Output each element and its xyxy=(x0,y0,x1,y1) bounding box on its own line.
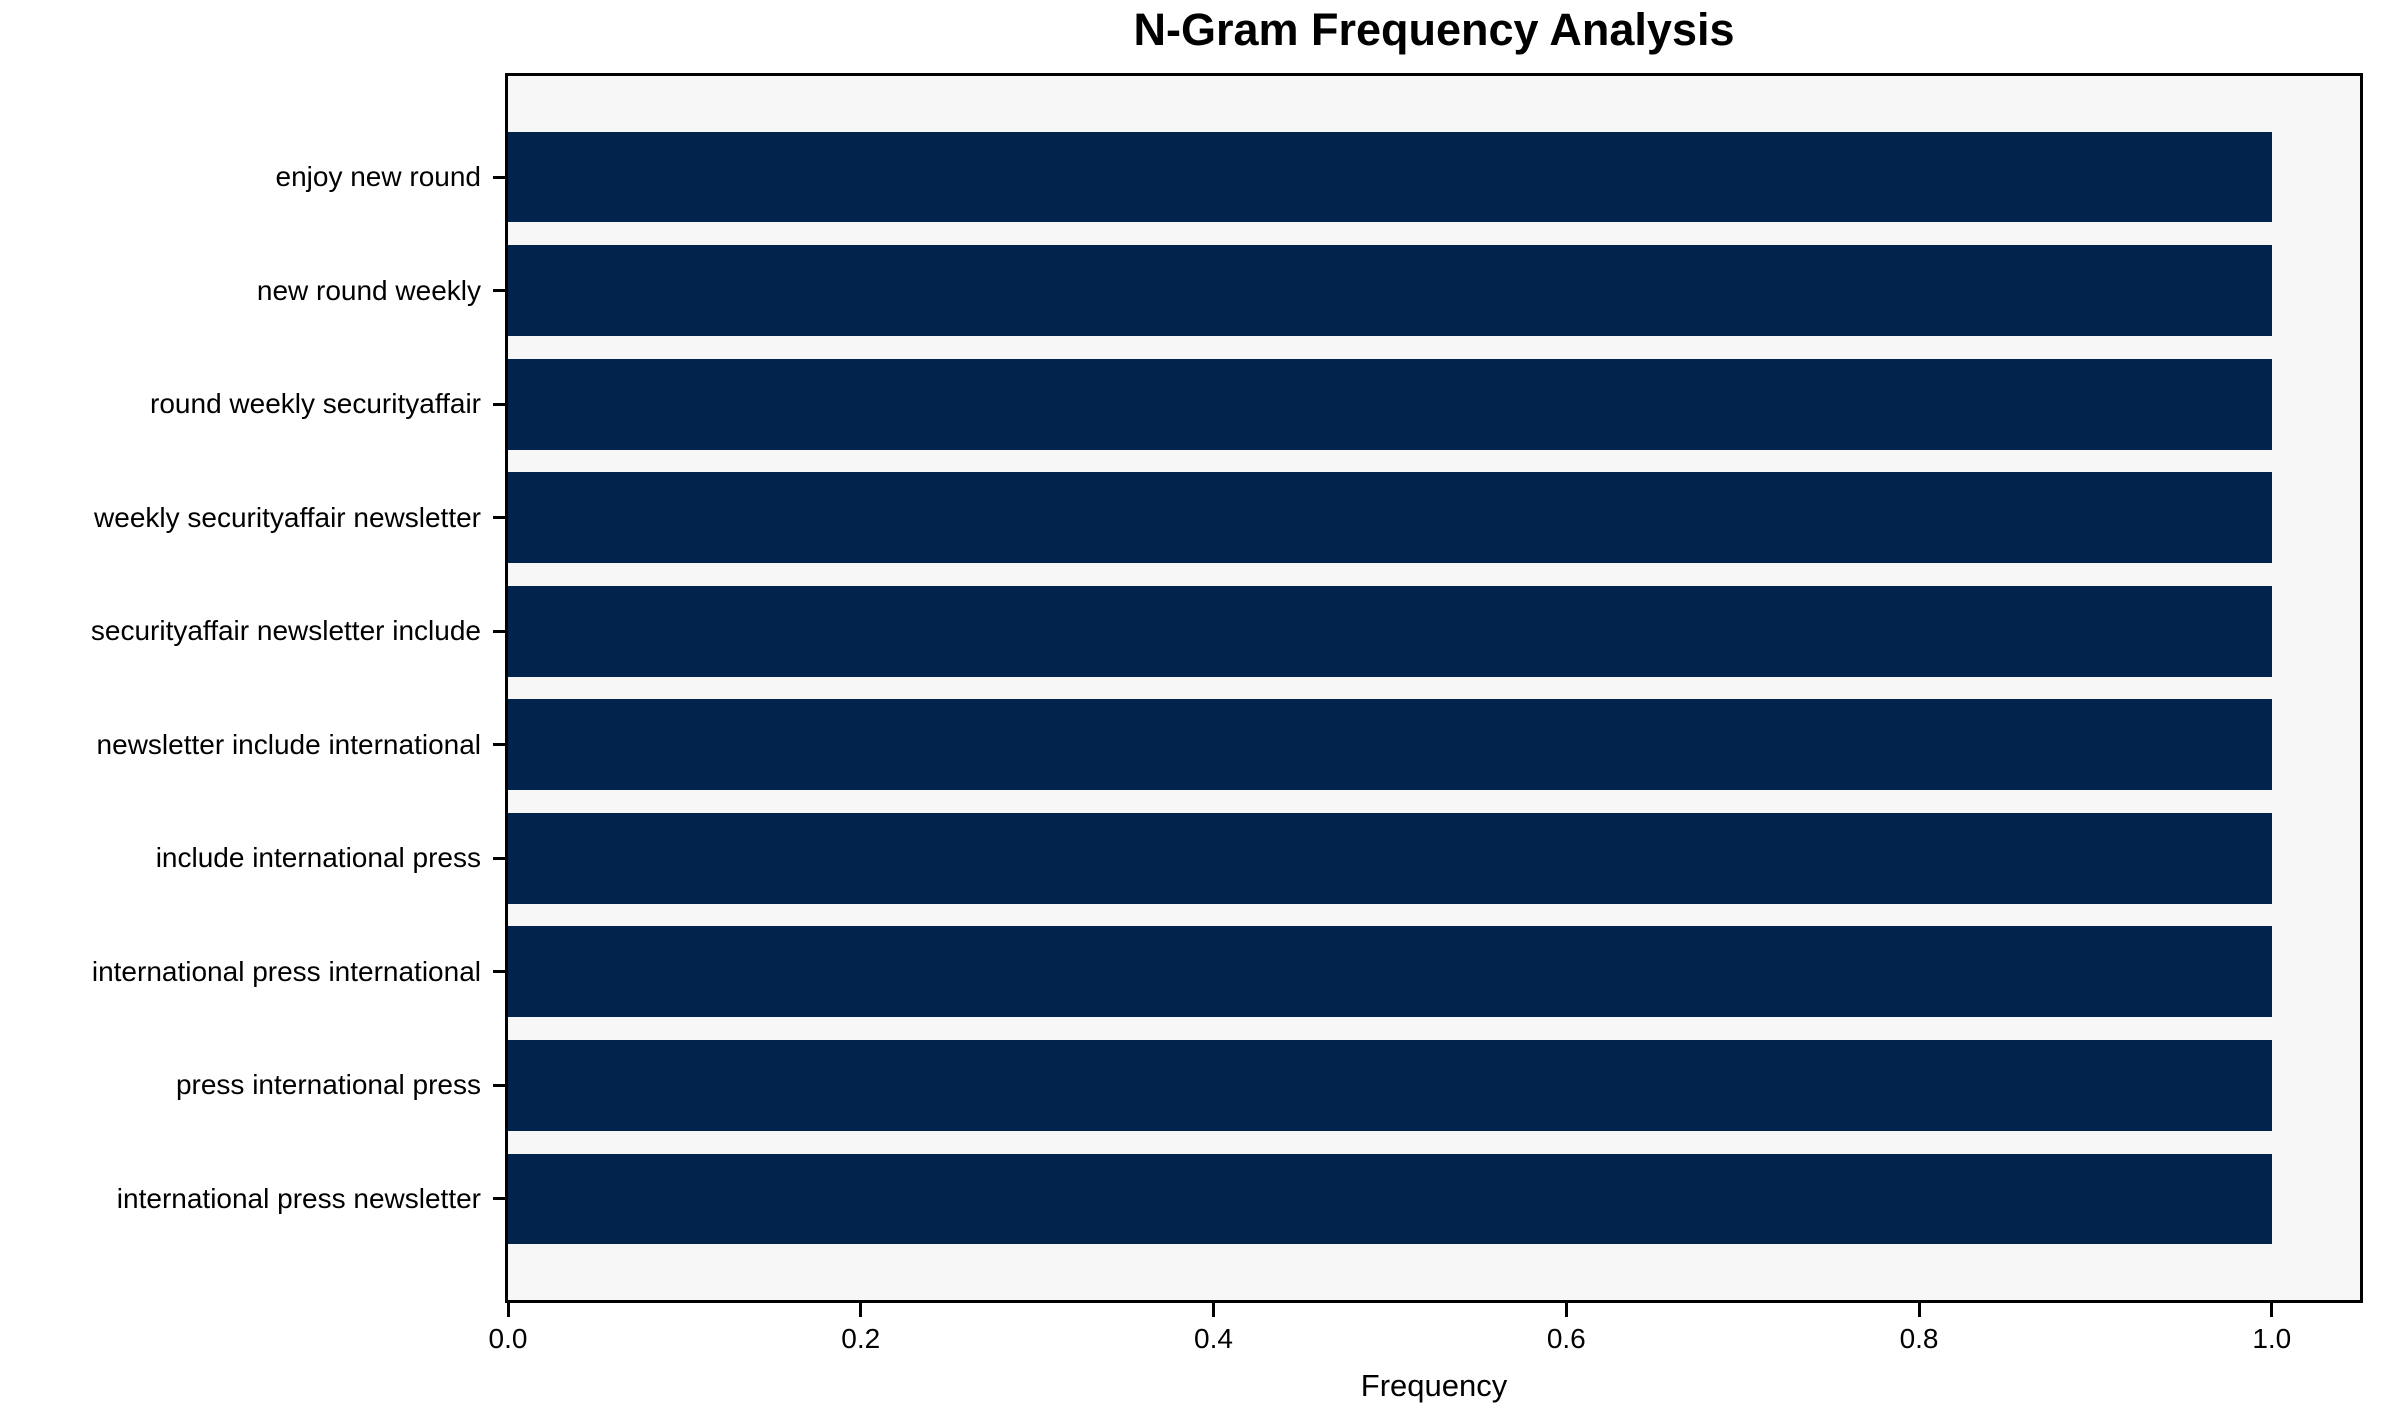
y-tick-mark xyxy=(493,175,505,179)
y-tick-mark xyxy=(493,629,505,633)
bar xyxy=(508,358,2272,450)
x-tick-mark xyxy=(1917,1303,1921,1317)
y-tick-mark xyxy=(493,1197,505,1201)
y-tick-label: round weekly securityaffair xyxy=(150,388,481,420)
y-tick-label: press international press xyxy=(175,1069,481,1101)
y-tick-label: new round weekly xyxy=(256,274,481,306)
y-tick-mark xyxy=(493,970,505,974)
y-tick-label: international press newsletter xyxy=(116,1182,481,1214)
y-tick-label: weekly securityaffair newsletter xyxy=(94,501,481,533)
x-tick-mark xyxy=(1212,1303,1216,1317)
y-tick-label: international press international xyxy=(91,955,481,987)
bar xyxy=(508,812,2272,904)
plot-area xyxy=(505,73,2363,1303)
x-tick-mark xyxy=(859,1303,863,1317)
y-tick-mark xyxy=(493,289,505,293)
x-tick-label: 0.4 xyxy=(1194,1323,1233,1354)
bar xyxy=(508,472,2272,564)
y-tick-label: enjoy new round xyxy=(275,161,481,193)
x-tick-label: 1.0 xyxy=(2252,1323,2292,1354)
x-axis-label: Frequency xyxy=(1360,1368,1508,1403)
bar xyxy=(508,1153,2272,1245)
x-tick-mark xyxy=(506,1303,510,1317)
bar xyxy=(508,1039,2272,1131)
x-tick-mark xyxy=(2270,1303,2274,1317)
bar xyxy=(508,245,2272,336)
y-tick-label: securityaffair newsletter include xyxy=(90,615,481,647)
bar xyxy=(508,699,2272,791)
x-tick-mark xyxy=(1564,1303,1568,1317)
y-tick-mark xyxy=(493,402,505,406)
bar xyxy=(508,585,2272,677)
y-tick-mark xyxy=(493,856,505,860)
x-tick-label: 0.8 xyxy=(1899,1323,1939,1354)
chart-title: N-Gram Frequency Analysis xyxy=(1133,4,1735,55)
y-tick-mark xyxy=(493,743,505,747)
bar xyxy=(508,131,2272,223)
y-tick-label: include international press xyxy=(155,842,481,874)
x-tick-label: 0.0 xyxy=(488,1323,528,1354)
y-tick-label: newsletter include international xyxy=(96,728,481,760)
bar xyxy=(508,926,2272,1018)
x-tick-label: 0.2 xyxy=(841,1323,881,1354)
x-tick-label: 0.6 xyxy=(1546,1323,1586,1354)
y-tick-mark xyxy=(493,1083,505,1087)
y-tick-mark xyxy=(493,516,505,520)
